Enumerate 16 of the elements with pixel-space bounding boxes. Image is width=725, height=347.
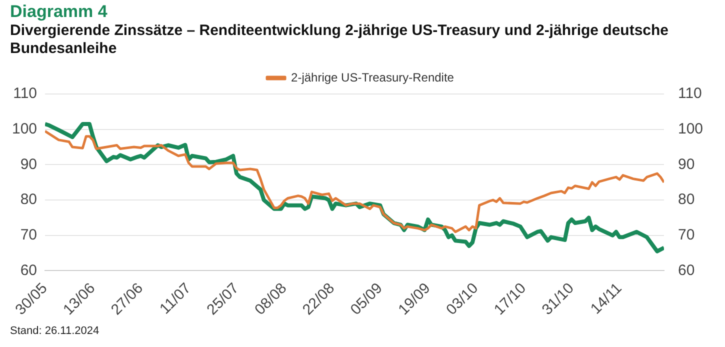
y-tick-label: 90	[20, 156, 38, 173]
y-tick-label: 70	[20, 226, 38, 244]
y2-tick-label: 110	[678, 85, 702, 102]
text: Stand: 26.11.2024	[10, 325, 100, 337]
chart-subtitle: Divergierende Zinssätze – Renditeentwicklung 2-jährige US-Treasury und 2-jährige deutsche Bundesanleihe	[10, 22, 670, 58]
y2-tick-label: 70	[678, 226, 695, 244]
y-tick-label: 80	[20, 191, 38, 208]
legend-label: 2-jährige US-Treasury-Rendite	[291, 70, 454, 84]
y2-tick-label: 80	[678, 191, 695, 208]
chart-title: Diagramm 4	[10, 2, 108, 22]
y2-tick-label: 100	[678, 120, 704, 138]
y-tick-label: 60	[20, 262, 38, 279]
y2-tick-label: 60	[678, 262, 695, 279]
y2-tick-label: 90	[678, 156, 695, 173]
y-tick-label: 100	[12, 120, 38, 138]
y-tick-label: 110	[13, 85, 38, 102]
